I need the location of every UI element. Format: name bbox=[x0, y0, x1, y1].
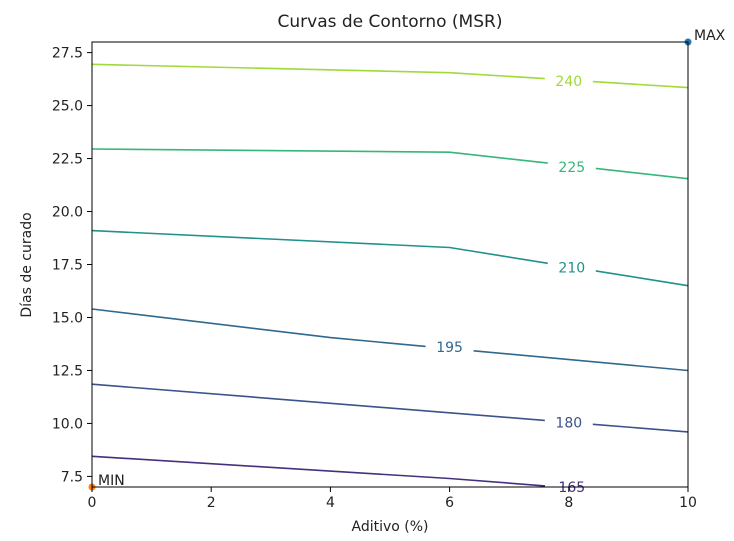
x-tick-label: 10 bbox=[679, 495, 697, 511]
extreme-markers: MAX MIN bbox=[88, 28, 726, 491]
y-axis-ticks: 7.5 10.0 12.5 15.0 17.5 20.0 22.5 25.0 27.5 bbox=[52, 46, 92, 485]
contour-label-240: 240 bbox=[555, 74, 582, 90]
y-tick-label: 20.0 bbox=[52, 205, 83, 221]
contour-line-240-b bbox=[592, 80, 689, 89]
y-tick-label: 25.0 bbox=[52, 99, 83, 115]
x-tick-label: 2 bbox=[207, 495, 216, 511]
y-tick-label: 10.0 bbox=[52, 416, 83, 432]
contour-line-195-b bbox=[473, 350, 689, 372]
y-tick-label: 17.5 bbox=[52, 258, 83, 274]
x-axis-label: Aditivo (%) bbox=[351, 519, 428, 535]
contour-line-225-b bbox=[595, 167, 689, 180]
y-tick-label: 27.5 bbox=[52, 46, 83, 62]
y-axis-label: Días de curado bbox=[19, 212, 35, 317]
marker-label-max: MAX bbox=[694, 28, 726, 44]
contour-label-180: 180 bbox=[555, 415, 582, 431]
y-tick-label: 15.0 bbox=[52, 310, 83, 326]
x-tick-label: 4 bbox=[326, 495, 335, 511]
contour-line-240-a bbox=[91, 63, 545, 80]
contour-line-180-a bbox=[91, 383, 545, 422]
contour-line-180-b bbox=[592, 423, 689, 433]
x-tick-label: 6 bbox=[445, 495, 454, 511]
x-tick-label: 8 bbox=[564, 495, 573, 511]
plot-frame bbox=[91, 41, 689, 488]
y-tick-label: 7.5 bbox=[61, 469, 83, 485]
contour-label-165: 165 bbox=[558, 480, 585, 496]
y-tick-label: 22.5 bbox=[52, 152, 83, 168]
contour-label-210: 210 bbox=[558, 261, 585, 277]
contour-line-165-a bbox=[91, 455, 546, 487]
y-tick-label: 12.5 bbox=[52, 363, 83, 379]
x-axis-ticks: 0 2 4 6 8 10 bbox=[88, 487, 697, 511]
marker-label-min: MIN bbox=[98, 473, 125, 489]
contour-line-210-b bbox=[595, 270, 689, 287]
x-tick-label: 0 bbox=[88, 495, 97, 511]
contour-line-195-a bbox=[91, 308, 426, 348]
chart-title: Curvas de Contorno (MSR) bbox=[278, 12, 503, 32]
contour-lines: 165 180 195 210 225 240 bbox=[91, 63, 689, 496]
contour-line-210-a bbox=[91, 229, 548, 265]
contour-line-225-a bbox=[91, 148, 548, 164]
contour-label-195: 195 bbox=[436, 340, 463, 356]
contour-label-225: 225 bbox=[558, 160, 585, 176]
